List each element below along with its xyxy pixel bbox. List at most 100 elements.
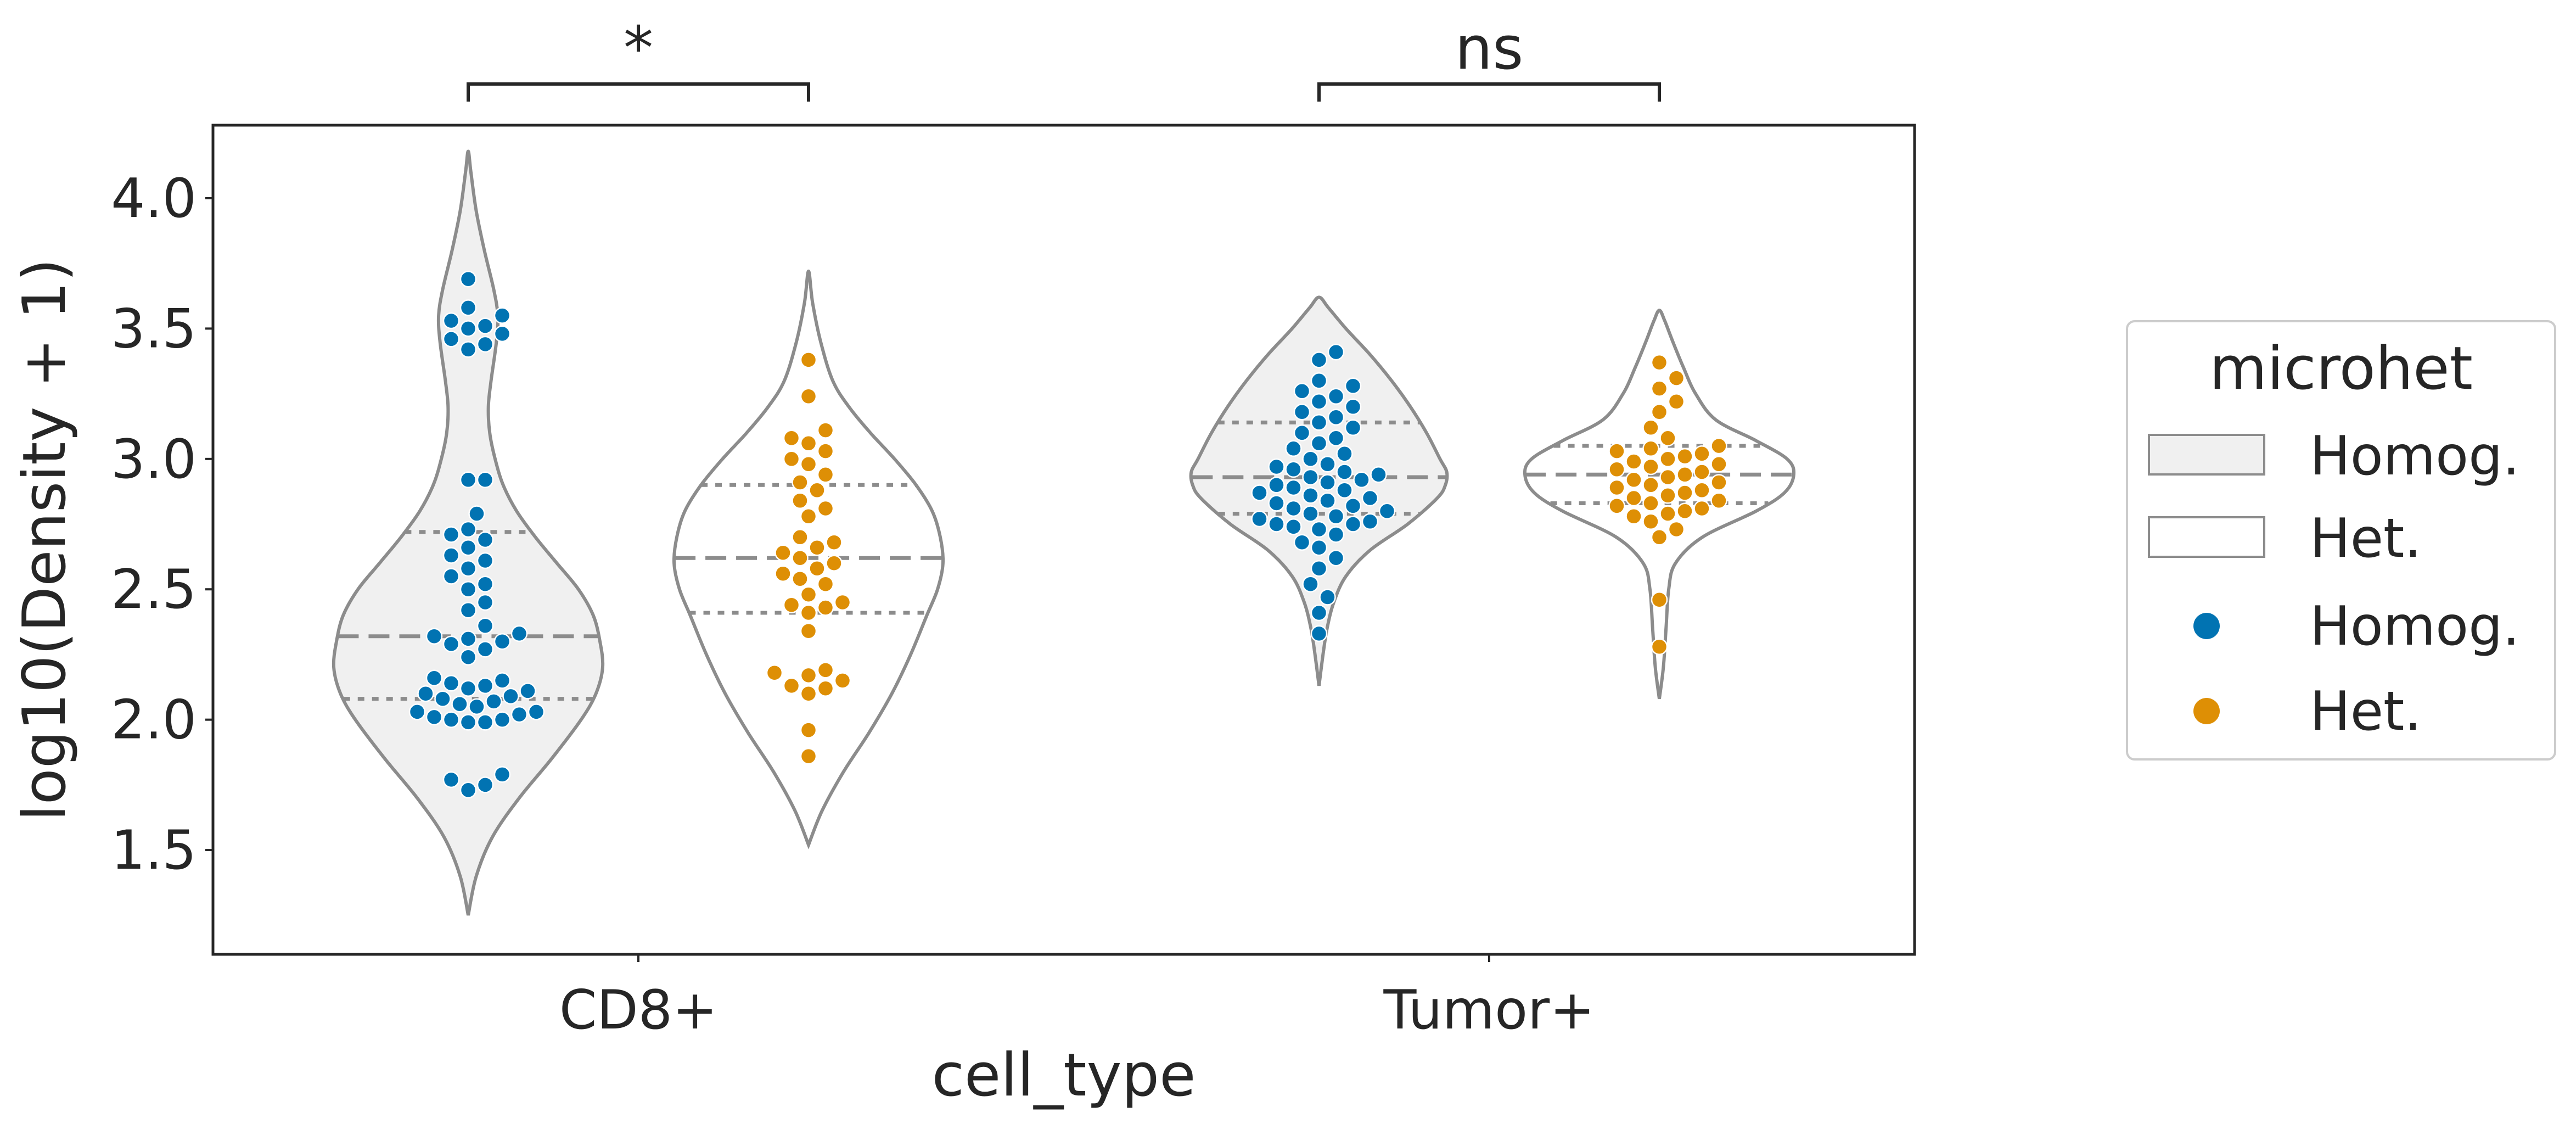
point-tumor-homog	[1293, 383, 1311, 400]
point-cd8-homog	[442, 547, 460, 564]
point-tumor-het	[1668, 393, 1685, 410]
point-tumor-het	[1642, 513, 1659, 530]
point-cd8-het	[834, 594, 851, 611]
point-tumor-het	[1676, 466, 1693, 483]
point-cd8-het	[800, 388, 817, 405]
point-tumor-homog	[1251, 510, 1268, 528]
point-cd8-homog	[459, 630, 477, 647]
significance-annotations: * ns	[467, 14, 1661, 102]
point-cd8-homog	[459, 270, 477, 288]
point-cd8-het	[792, 570, 809, 588]
point-cd8-homog	[442, 526, 460, 543]
point-cd8-het	[800, 685, 817, 702]
point-tumor-homog	[1310, 351, 1328, 368]
point-cd8-het	[817, 466, 834, 483]
point-tumor-het	[1642, 477, 1659, 494]
point-tumor-homog	[1319, 456, 1336, 473]
point-cd8-homog	[476, 552, 494, 569]
point-tumor-homog	[1344, 377, 1362, 395]
violin-tumor-homog	[1189, 295, 1449, 686]
significance-label: ns	[1455, 14, 1524, 83]
legend-title: microhet	[2209, 334, 2473, 403]
point-cd8-het	[792, 529, 809, 546]
point-cd8-het	[775, 544, 792, 561]
point-cd8-homog	[442, 674, 460, 692]
point-tumor-homog	[1327, 409, 1345, 426]
point-cd8-homog	[442, 711, 460, 728]
point-cd8-homog	[510, 625, 528, 642]
point-tumor-het	[1625, 508, 1642, 525]
point-cd8-het	[817, 500, 834, 517]
point-tumor-homog	[1336, 463, 1353, 480]
point-cd8-het	[792, 474, 809, 491]
point-tumor-homog	[1310, 604, 1328, 622]
point-cd8-homog	[476, 714, 494, 731]
point-cd8-homog	[442, 635, 460, 653]
point-tumor-het	[1676, 484, 1693, 501]
y-tick-label: 3.5	[111, 298, 197, 360]
point-tumor-het	[1608, 443, 1625, 460]
point-cd8-homog	[493, 307, 511, 324]
legend: microhet Homog. Het. Homog. Het.	[2126, 320, 2556, 761]
point-cd8-het	[809, 539, 826, 556]
point-cd8-het	[826, 534, 843, 551]
point-cd8-homog	[442, 771, 460, 789]
point-cd8-homog	[493, 325, 511, 343]
point-tumor-het	[1659, 450, 1676, 468]
point-cd8-het	[817, 575, 834, 592]
point-tumor-homog	[1268, 477, 1285, 494]
y-tick-label: 2.0	[111, 689, 197, 752]
point-tumor-het	[1625, 471, 1642, 489]
point-cd8-homog	[476, 575, 494, 592]
point-cd8-homog	[425, 628, 443, 645]
point-cd8-het	[766, 664, 783, 681]
point-cd8-het	[800, 508, 817, 525]
point-cd8-het	[800, 604, 817, 622]
point-tumor-het	[1651, 354, 1668, 371]
point-tumor-het	[1693, 445, 1710, 462]
point-tumor-homog	[1327, 343, 1345, 361]
point-tumor-het	[1642, 419, 1659, 437]
x-axis-label: cell_type	[931, 1041, 1196, 1110]
point-cd8-homog	[493, 766, 511, 783]
point-cd8-homog	[442, 331, 460, 348]
point-tumor-het	[1668, 521, 1685, 538]
legend-patch	[2148, 434, 2265, 476]
point-tumor-homog	[1251, 484, 1268, 501]
point-tumor-het	[1625, 489, 1642, 507]
point-tumor-het	[1659, 468, 1676, 486]
point-tumor-het	[1668, 370, 1685, 387]
point-tumor-homog	[1302, 505, 1319, 522]
point-cd8-het	[783, 596, 800, 613]
point-cd8-het	[826, 555, 843, 572]
point-cd8-homog	[459, 781, 477, 799]
point-cd8-homog	[417, 685, 434, 702]
point-tumor-homog	[1378, 502, 1396, 520]
point-cd8-homog	[476, 617, 494, 634]
point-tumor-homog	[1302, 575, 1319, 592]
point-tumor-het	[1659, 487, 1676, 504]
legend-marker	[2193, 698, 2220, 724]
legend-label: Het.	[2310, 680, 2422, 743]
point-tumor-homog	[1310, 625, 1328, 642]
point-tumor-homog	[1344, 497, 1362, 515]
point-tumor-homog	[1344, 419, 1362, 437]
point-cd8-homog	[459, 560, 477, 577]
y-tick-label: 4.0	[111, 167, 197, 230]
plot-frame	[211, 124, 1916, 956]
point-tumor-homog	[1285, 479, 1302, 496]
point-cd8-homog	[459, 580, 477, 598]
point-cd8-het	[783, 677, 800, 695]
legend-patch	[2148, 516, 2265, 558]
point-cd8-homog	[459, 648, 477, 666]
point-cd8-het	[809, 482, 826, 499]
point-cd8-het	[817, 680, 834, 697]
point-tumor-het	[1625, 453, 1642, 470]
point-tumor-homog	[1310, 393, 1328, 410]
point-cd8-homog	[476, 594, 494, 611]
point-cd8-homog	[510, 706, 528, 723]
point-cd8-homog	[459, 471, 477, 489]
point-tumor-homog	[1327, 508, 1345, 525]
point-tumor-het	[1651, 591, 1668, 608]
point-cd8-homog	[476, 677, 494, 695]
